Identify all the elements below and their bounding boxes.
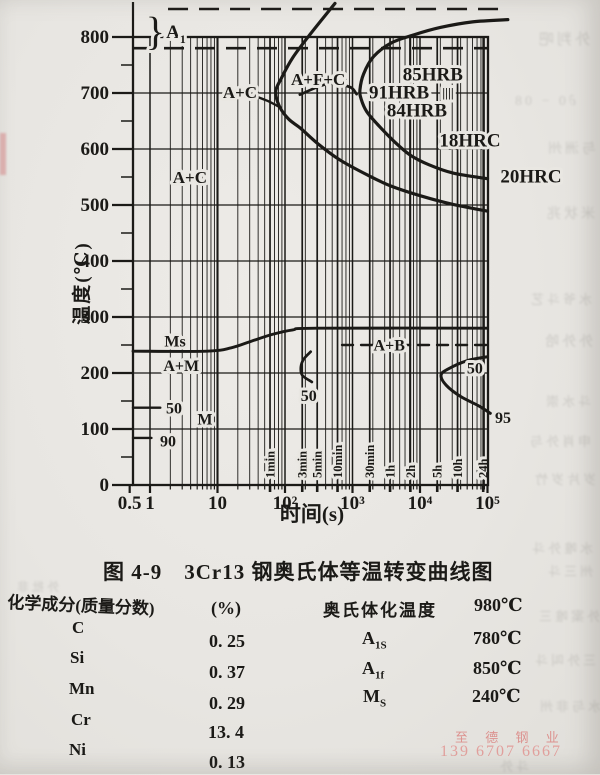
element-value: 0. 37 [209,662,245,682]
x-tick-label: 10³ [340,493,365,514]
y-tick-label: 800 [81,27,110,48]
bleed-text: 三外叫斗 [532,653,597,668]
curve-bainite-50-arc [299,350,314,384]
chart-label: 95 [495,410,511,427]
x-tick-label: 10⁵ [475,493,500,514]
element-value: 0. 25 [209,631,245,651]
critical-point-label: A1f [362,658,385,682]
element-label: Mn [69,679,95,698]
composition-header: 化学成分(质量分数) [6,592,155,619]
chart-label: 50 [467,361,483,378]
element-label: Si [70,648,85,667]
y-tick-label: 100 [81,419,110,440]
x-tick-label: 10² [273,493,298,514]
element-value: 0. 13 [209,752,245,772]
time-marker-label: 1h [384,465,398,478]
chart-label: M [197,412,212,429]
y-tick-label: 700 [81,83,110,104]
critical-point-label: MS [363,686,387,710]
chart-label: 90 [160,433,176,450]
y-tick-label: 200 [81,363,110,384]
critical-point-value: 780℃ [473,628,522,648]
chart-label: Ms [164,334,185,351]
chart-label: A1 [166,22,186,46]
curve-bainite-right-c [439,355,492,415]
watermark-phone: 139 6707 6667 [440,743,562,760]
y-tick-label: 400 [81,251,110,272]
critical-point-value: 240℃ [472,686,521,706]
curve-ac-leader [254,95,280,108]
chart-label: 50 [166,400,182,417]
curve-bainite-start [131,326,489,353]
figure-caption: 图 4-9 3Cr13 钢奥氏体等温转变曲线图 [103,556,494,586]
figure-number: 图 4-9 [103,560,163,584]
chart-label: A+F+C [291,70,345,89]
bleed-text: 水与非州 [537,699,600,714]
y-axis-title: 温度(℃) [70,241,93,324]
element-label: Cr [71,710,91,729]
chart-label: A+M [163,358,199,375]
chart-label: |||| [442,85,453,100]
time-marker-label: 30min [363,445,377,478]
time-marker-label: 5h [431,465,445,478]
critical-point-label: A1S [362,628,387,652]
chart-label: A+B [374,338,406,355]
chart-label: 50 [301,388,317,405]
chart-label: A+C [173,168,207,187]
y-tick-label: 0 [100,475,110,496]
y-tick-label: 500 [81,195,110,216]
time-marker-label: 5min [311,451,325,478]
percent-header: (%) [211,598,241,618]
chart-label: } [146,8,165,53]
time-marker-label: 1min [264,451,278,478]
x-tick-label: 10⁴ [408,493,433,514]
element-label: C [72,618,85,637]
element-value: 13. 4 [208,722,244,742]
bleed-text: 州三斗 [545,564,594,579]
y-tick-label: 600 [81,139,110,160]
bleed-text: 外案唯三 [536,609,600,624]
curve-transformation-mid [358,18,510,181]
curve-afc-boundary [298,82,358,97]
watermark-name: 至 德 钢 业 [455,730,566,745]
chart-label: 85HRB [403,65,464,86]
chart-label: A+C [223,83,257,102]
x-tick-label: 0.5 [118,493,142,514]
time-marker-label: 2h [404,465,418,478]
x-tick-label: 10 [208,493,227,514]
austenitizing-value: 980℃ [474,595,523,615]
chart-label: 18HRC [439,131,500,152]
austenitizing-header: 奥氏体化温度 [323,601,437,620]
time-marker-label: 3min [296,451,310,478]
curve-transformation-start [274,1,490,213]
element-label: Ni [69,740,86,759]
x-tick-label: 1 [145,493,155,514]
chart-label: 91HRB [369,83,430,104]
scan-pink-streak [0,133,6,175]
chart-label: 20HRC [500,167,561,188]
x-axis-title: 时间(s) [280,502,344,526]
critical-point-value: 850℃ [473,658,522,678]
time-marker-label: 10h [451,459,465,479]
chart-label: 84HRB [387,100,448,121]
figure-title: 3Cr13 钢奥氏体等温转变曲线图 [184,560,494,584]
element-value: 0. 29 [209,693,245,713]
y-tick-label: 300 [81,307,110,328]
ttt-chart-svg: 1min 3min 5min 10min 30min 1h 2h 5h 10h 24h010020… [70,1,565,526]
time-marker-label: 10min [331,445,345,478]
